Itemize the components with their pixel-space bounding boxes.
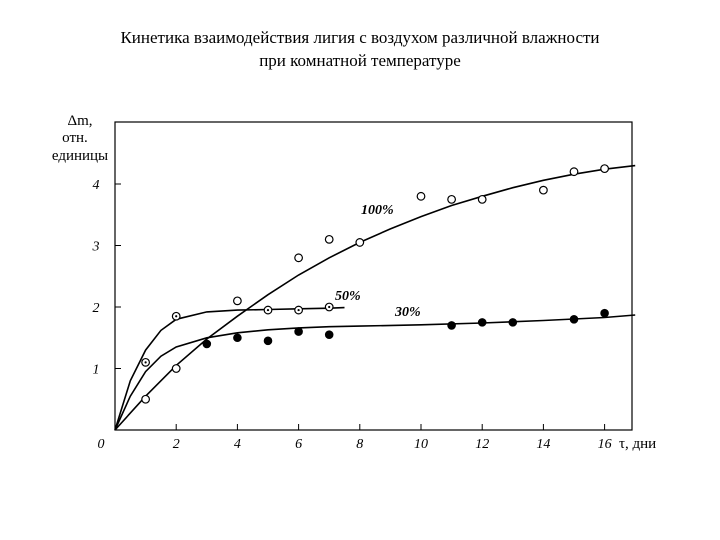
data-point <box>539 185 548 195</box>
data-point-dot <box>297 308 300 312</box>
data-point <box>202 339 212 349</box>
x-tick-label: 10 <box>414 437 428 452</box>
y-tick-label: 4 <box>93 178 100 193</box>
data-point <box>447 194 457 204</box>
series-curve <box>114 314 636 431</box>
data-point <box>294 327 303 336</box>
chart-title-line1: Кинетика взаимодействия лигия с воздухом… <box>120 28 600 47</box>
data-point <box>263 336 273 346</box>
y-axis-label-line: Δm, <box>67 113 92 129</box>
data-point <box>416 191 426 201</box>
x-axis-label: τ, дни <box>619 436 656 452</box>
x-tick-label: 0 <box>98 437 105 452</box>
y-axis-label-line: отн. <box>62 130 88 146</box>
data-point-dot <box>175 315 178 318</box>
x-tick-label: 8 <box>356 437 363 452</box>
series-label: 30% <box>394 305 421 320</box>
data-point <box>477 194 487 204</box>
data-point <box>232 296 242 306</box>
data-point-dot <box>144 361 147 364</box>
x-tick-label: 16 <box>598 437 612 452</box>
data-point <box>569 167 579 177</box>
data-point <box>233 333 242 343</box>
data-point <box>508 318 518 327</box>
chart-title-line2: при комнатной температуре <box>259 51 461 70</box>
x-tick-label: 6 <box>295 437 302 452</box>
data-point <box>355 238 365 247</box>
x-tick-label: 2 <box>173 437 180 452</box>
data-point <box>294 253 304 263</box>
plot-frame <box>114 121 633 431</box>
data-point <box>600 308 609 318</box>
series-label: 50% <box>335 289 361 304</box>
data-point-dot <box>328 305 331 309</box>
data-point <box>569 315 579 324</box>
data-point <box>324 330 334 339</box>
series-label: 100% <box>361 203 394 218</box>
x-tick-label: 12 <box>475 437 489 452</box>
series-curve <box>114 306 345 431</box>
x-tick-label: 4 <box>234 437 241 452</box>
data-point <box>447 321 456 330</box>
data-point <box>141 394 151 404</box>
y-tick-label: 1 <box>93 363 100 378</box>
data-point <box>171 364 181 373</box>
data-point <box>324 234 334 244</box>
data-point <box>477 318 487 327</box>
data-point <box>600 164 609 174</box>
series-curve <box>114 164 636 431</box>
x-tick-label: 14 <box>536 437 550 452</box>
data-point-dot <box>266 308 270 312</box>
y-tick-label: 2 <box>93 301 100 316</box>
y-axis-label-line: единицы <box>52 148 108 164</box>
y-tick-label: 3 <box>92 240 100 255</box>
